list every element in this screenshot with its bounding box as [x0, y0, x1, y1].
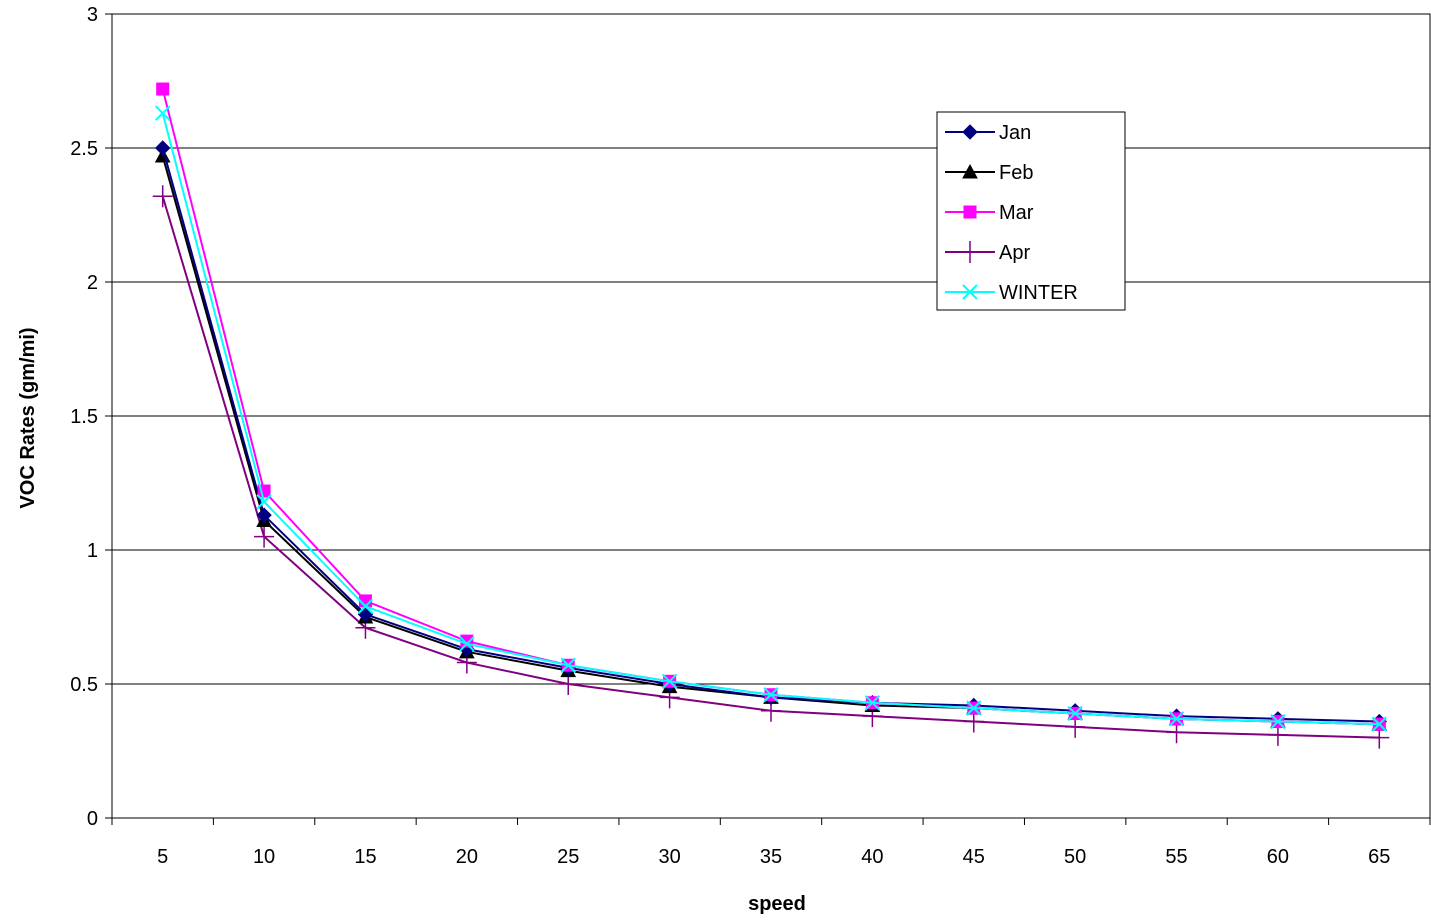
data-point — [357, 598, 374, 614]
x-tick-label: 35 — [760, 846, 782, 868]
x-tick-label: 5 — [157, 846, 168, 868]
x-tick-label: 55 — [1165, 846, 1187, 868]
series-line — [161, 195, 1380, 739]
legend-label: Jan — [999, 122, 1031, 144]
y-tick-label: 1 — [87, 540, 98, 562]
x-tick-label: 20 — [456, 846, 478, 868]
data-point — [154, 105, 171, 121]
x-tick-label: 45 — [963, 846, 985, 868]
data-point — [966, 700, 982, 716]
y-tick-label: 2 — [87, 272, 98, 294]
x-tick-label: 30 — [658, 846, 680, 868]
data-point — [1371, 716, 1388, 732]
legend-item: WINTER — [945, 282, 1078, 304]
data-point — [763, 687, 779, 703]
y-tick-label: 0.5 — [70, 674, 98, 696]
data-point — [661, 673, 678, 690]
series-winter — [154, 105, 1388, 732]
y-tick-label: 0 — [87, 808, 98, 830]
data-point — [254, 525, 275, 548]
series-feb — [154, 147, 1388, 731]
legend-label: Feb — [999, 162, 1033, 184]
x-tick-label: 65 — [1368, 846, 1390, 868]
data-point — [962, 284, 978, 300]
y-tick-label: 3 — [87, 4, 98, 26]
legend-label: WINTER — [999, 282, 1078, 304]
gridlines — [112, 13, 1430, 685]
legend-label: Apr — [999, 242, 1030, 264]
legend-item: Jan — [945, 122, 1031, 144]
legend: Jan Feb Mar Apr WINTER — [936, 111, 1126, 311]
data-point — [864, 695, 881, 711]
series-line — [161, 112, 1380, 726]
y-axis: 0 0.5 1 1.5 2 2.5 3 — [70, 4, 112, 830]
y-tick-label: 1.5 — [70, 406, 98, 428]
data-point — [962, 163, 978, 179]
y-axis-title: VOC Rates (gm/mi) — [17, 327, 39, 508]
y-tick-label: 2.5 — [70, 138, 98, 160]
legend-item: Apr — [945, 241, 1030, 264]
data-point — [459, 636, 475, 652]
data-point — [1168, 711, 1185, 727]
x-tick-label: 40 — [861, 846, 883, 868]
data-point — [154, 140, 171, 156]
data-point — [960, 241, 980, 263]
series-mar — [156, 82, 1386, 731]
series-line — [161, 88, 1380, 726]
data-point — [1067, 705, 1083, 722]
x-tick-label: 10 — [253, 846, 275, 868]
series-apr — [152, 185, 1390, 749]
x-axis: 5 10 15 20 25 30 35 40 45 50 55 60 65 — [111, 818, 1431, 868]
x-axis-title: speed — [748, 893, 806, 915]
data-point — [560, 657, 576, 673]
data-point — [963, 205, 977, 219]
series-layer — [152, 82, 1390, 749]
legend-label: Mar — [999, 202, 1034, 224]
legend-item: Feb — [945, 162, 1033, 184]
data-point — [256, 507, 272, 523]
x-tick-label: 50 — [1064, 846, 1086, 868]
x-tick-label: 15 — [354, 846, 376, 868]
data-point — [156, 82, 170, 96]
data-point — [256, 494, 272, 510]
data-point — [962, 124, 978, 140]
data-point — [152, 185, 173, 208]
data-point — [1270, 713, 1286, 730]
x-tick-label: 60 — [1267, 846, 1289, 868]
series-line — [161, 155, 1380, 726]
legend-item: Mar — [945, 202, 1034, 224]
series-jan — [154, 140, 1388, 730]
x-tick-label: 25 — [557, 846, 579, 868]
series-line — [161, 147, 1380, 723]
